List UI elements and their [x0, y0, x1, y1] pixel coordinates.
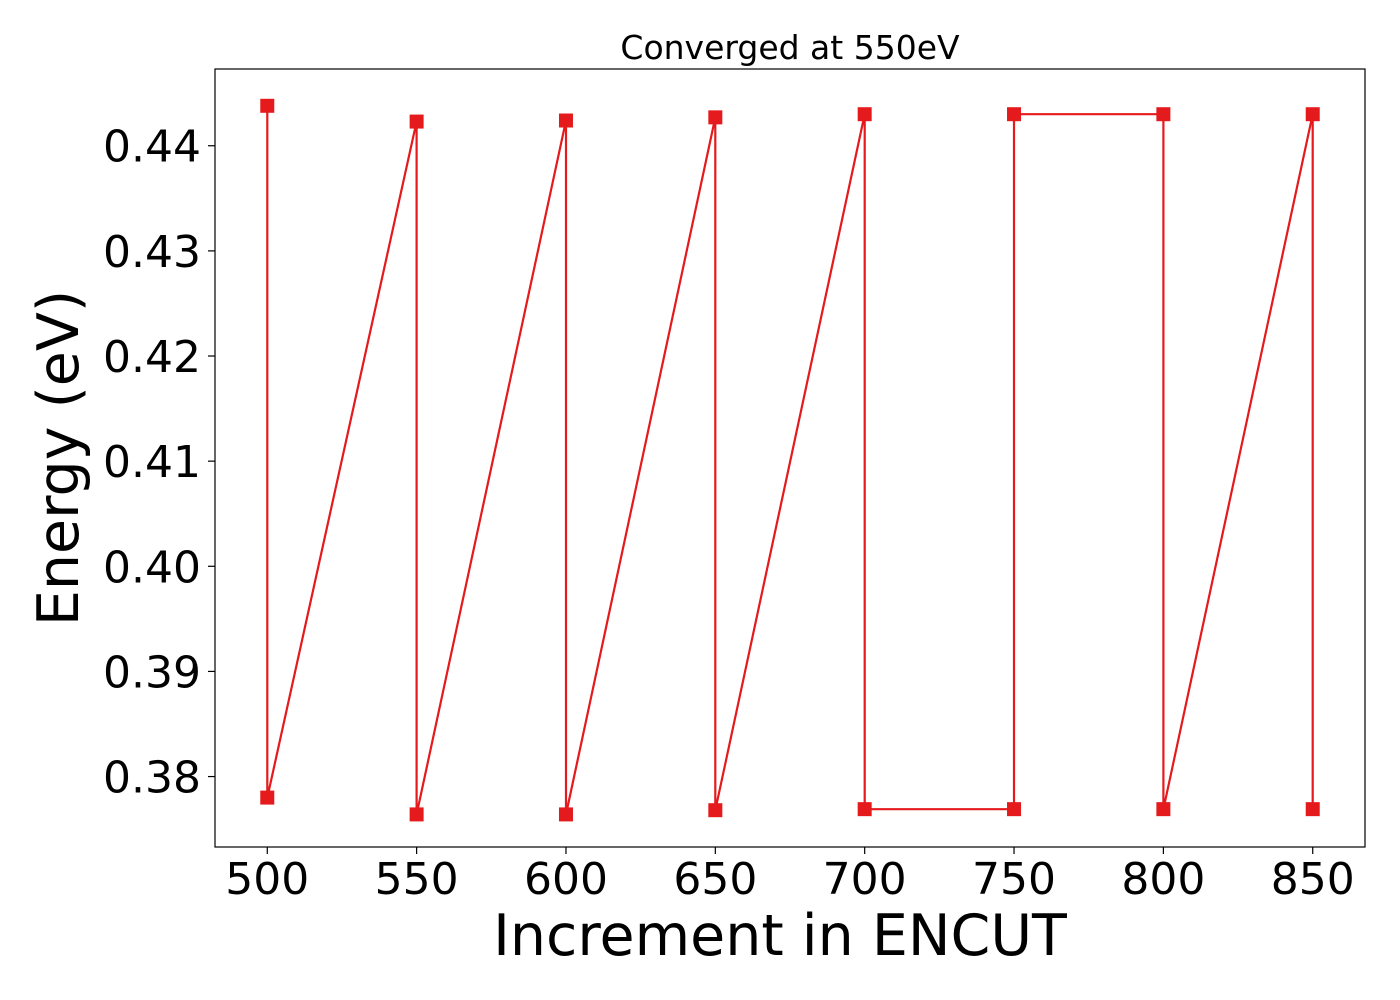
x-tick-label: 650 [673, 854, 757, 905]
data-point-marker [857, 802, 872, 817]
series-line [266, 105, 1314, 816]
plot-frame [214, 68, 1366, 848]
data-point-marker [1305, 802, 1320, 817]
x-tick-label: 600 [524, 854, 608, 905]
data-point-marker [260, 98, 275, 113]
series-layer [260, 98, 1320, 822]
x-tick-label: 850 [1271, 854, 1355, 905]
x-tick-label: 700 [823, 854, 907, 905]
data-point-marker [1007, 802, 1022, 817]
data-point-marker [260, 790, 275, 805]
x-tick-label: 550 [375, 854, 459, 905]
x-tick-label: 800 [1121, 854, 1205, 905]
x-tick-label: 500 [225, 854, 309, 905]
data-point-marker [857, 107, 872, 122]
x-axis-label: Increment in ENCUT [493, 903, 1067, 969]
y-tick-label: 0.42 [103, 332, 201, 383]
y-tick-label: 0.41 [103, 437, 201, 488]
data-point-marker [409, 114, 424, 129]
y-tick-label: 0.38 [103, 753, 201, 804]
data-point-marker [1007, 107, 1022, 122]
y-axis-label: Energy (eV) [26, 290, 92, 626]
y-tick-label: 0.43 [103, 227, 201, 278]
data-point-marker [708, 803, 723, 818]
data-point-marker [409, 807, 424, 822]
data-point-marker [558, 807, 573, 822]
y-axis: 0.38 0.39 0.40 0.41 0.42 0.43 0.44 [103, 122, 215, 804]
data-point-marker [558, 113, 573, 128]
x-axis: 500 550 600 650 700 750 800 850 [225, 847, 1355, 905]
y-tick-label: 0.40 [103, 542, 201, 593]
data-point-marker [1156, 107, 1171, 122]
x-tick-label: 750 [972, 854, 1056, 905]
y-tick-label: 0.39 [103, 647, 201, 698]
data-point-marker [708, 110, 723, 125]
data-point-marker [1156, 802, 1171, 817]
data-point-marker [1305, 107, 1320, 122]
y-tick-label: 0.44 [103, 122, 201, 173]
chart-title: Converged at 550eV [620, 28, 960, 67]
